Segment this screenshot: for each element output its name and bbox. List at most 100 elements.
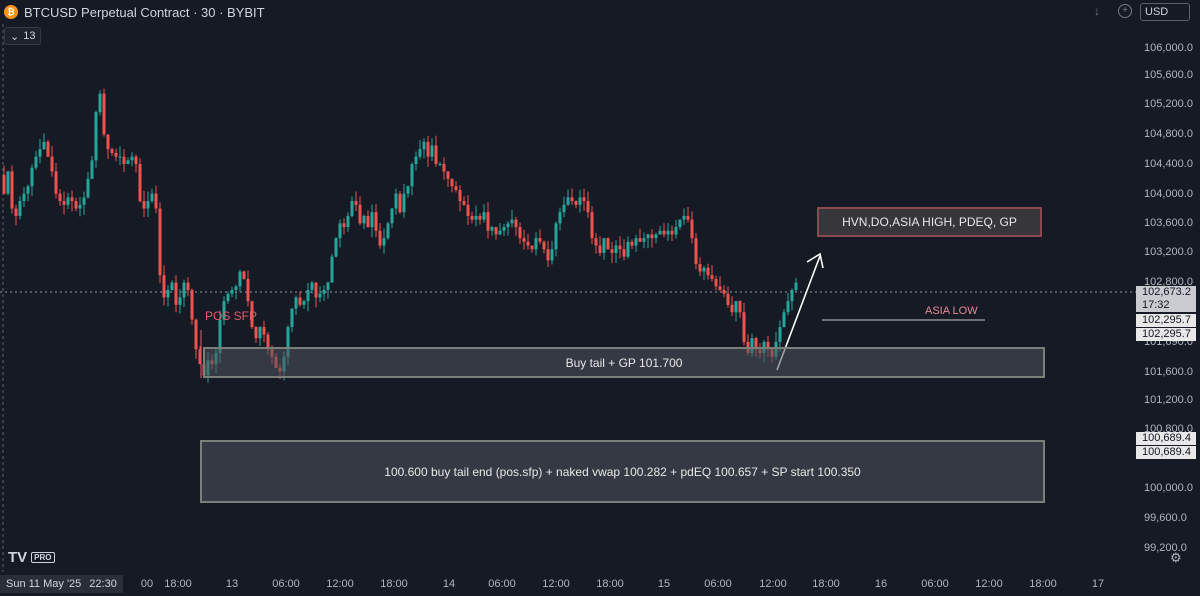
- current-price-tag: 102,673.2 17:32: [1136, 286, 1196, 312]
- price-tick: 101,200.0: [1144, 394, 1193, 406]
- candle-body: [466, 204, 470, 216]
- candle-body: [494, 227, 498, 235]
- candle-body: [734, 301, 738, 313]
- candle-body: [378, 230, 382, 246]
- indicator-toggle[interactable]: ⌄ 13: [4, 27, 42, 45]
- candle-body: [226, 293, 230, 302]
- candle-body: [610, 249, 614, 253]
- candle-body: [794, 282, 798, 291]
- candle-body: [406, 186, 410, 194]
- candle-body: [310, 282, 314, 291]
- candle-body: [366, 215, 370, 228]
- candle-body: [418, 149, 422, 157]
- candle-body: [290, 308, 294, 328]
- candle-body: [526, 241, 530, 246]
- candle-body: [98, 93, 102, 113]
- candle-body: [186, 282, 190, 291]
- candle-body: [614, 245, 618, 253]
- candle-body: [590, 212, 594, 239]
- candle-body: [286, 327, 290, 357]
- time-label: 18:00: [812, 578, 840, 590]
- candle-body: [46, 141, 50, 157]
- candle-body: [18, 201, 22, 216]
- time-label: 18:00: [1029, 578, 1057, 590]
- candle-body: [566, 197, 570, 205]
- candle-body: [666, 230, 670, 235]
- candle-body: [398, 193, 402, 213]
- candle-body: [458, 189, 462, 202]
- settings-gear-icon[interactable]: ⚙: [1170, 550, 1182, 565]
- candle-body: [42, 141, 46, 150]
- current-price-value: 102,673.2: [1142, 286, 1191, 298]
- hvn-zone-box[interactable]: HVN,DO,ASIA HIGH, PDEQ, GP: [817, 207, 1042, 237]
- candle-body: [518, 227, 522, 239]
- currency-select[interactable]: USD: [1140, 3, 1190, 21]
- plus-icon[interactable]: +: [1118, 4, 1132, 18]
- candle-body: [506, 223, 510, 228]
- candle-body: [298, 297, 302, 305]
- price-tick: 100,000.0: [1144, 482, 1193, 494]
- candle-body: [90, 160, 94, 179]
- level-tag: 102,295.7: [1136, 328, 1196, 341]
- arrow-down-icon[interactable]: ↓: [1094, 4, 1100, 18]
- time-label: 12:00: [542, 578, 570, 590]
- chart-header: ₿ BTCUSD Perpetual Contract · 30 · BYBIT: [0, 0, 1140, 24]
- time-label: 06:00: [921, 578, 949, 590]
- price-axis[interactable]: 106,000.0 105,600.0 105,200.0 104,800.0 …: [1136, 24, 1200, 572]
- candle-body: [642, 238, 646, 242]
- lower-support-zone[interactable]: 100.600 buy tail end (pos.sfp) + naked v…: [200, 440, 1045, 503]
- candle-body: [634, 238, 638, 246]
- price-chart[interactable]: [0, 0, 1136, 572]
- candle-body: [474, 215, 478, 220]
- candle-body: [78, 204, 82, 209]
- price-tick: 103,600.0: [1144, 217, 1193, 229]
- price-tick: 103,200.0: [1144, 246, 1193, 258]
- time-label: 16: [874, 578, 888, 590]
- candle-body: [382, 238, 386, 246]
- candle-body: [50, 156, 54, 172]
- candle-body: [782, 312, 786, 328]
- candle-body: [450, 178, 454, 187]
- candle-body: [514, 219, 518, 228]
- candle-body: [442, 164, 446, 172]
- candle-body: [402, 193, 406, 213]
- candle-body: [430, 145, 434, 157]
- candle-body: [786, 301, 790, 313]
- buy-tail-zone[interactable]: Buy tail + GP 101.700: [203, 347, 1045, 378]
- chevron-down-icon: ⌄: [10, 30, 20, 43]
- crosshair-date: Sun 11 May '25: [6, 578, 82, 590]
- candle-body: [10, 171, 14, 209]
- candle-body: [754, 338, 758, 350]
- candle-body: [618, 245, 622, 250]
- price-tick: 99,600.0: [1144, 512, 1187, 524]
- candle-body: [162, 275, 166, 298]
- candle-body: [742, 312, 746, 342]
- time-label: 18:00: [380, 578, 408, 590]
- candle-body: [386, 223, 390, 239]
- time-label: 12:00: [759, 578, 787, 590]
- candle-body: [578, 197, 582, 205]
- candle-body: [178, 297, 182, 305]
- candle-body: [190, 290, 194, 320]
- symbol-title[interactable]: BTCUSD Perpetual Contract · 30 · BYBIT: [24, 4, 265, 20]
- time-axis[interactable]: 00 18:00 13 06:00 12:00 18:00 14 06:00 1…: [0, 572, 1136, 596]
- candle-body: [182, 282, 186, 298]
- candle-body: [262, 327, 266, 335]
- candle-body: [6, 171, 10, 194]
- candle-body: [490, 227, 494, 231]
- time-label: 06:00: [704, 578, 732, 590]
- candle-body: [38, 149, 42, 157]
- time-label: 06:00: [272, 578, 300, 590]
- candle-body: [550, 249, 554, 261]
- candle-body: [314, 282, 318, 298]
- price-tick: 106,000.0: [1144, 42, 1193, 54]
- candle-body: [338, 223, 342, 239]
- candle-body: [426, 141, 430, 157]
- candle-body: [434, 145, 438, 165]
- candle-body: [218, 319, 222, 353]
- candle-body: [558, 212, 562, 224]
- level-tag: 100,689.4: [1136, 432, 1196, 445]
- candle-body: [250, 301, 254, 328]
- candle-body: [238, 271, 242, 287]
- candle-body: [582, 197, 586, 202]
